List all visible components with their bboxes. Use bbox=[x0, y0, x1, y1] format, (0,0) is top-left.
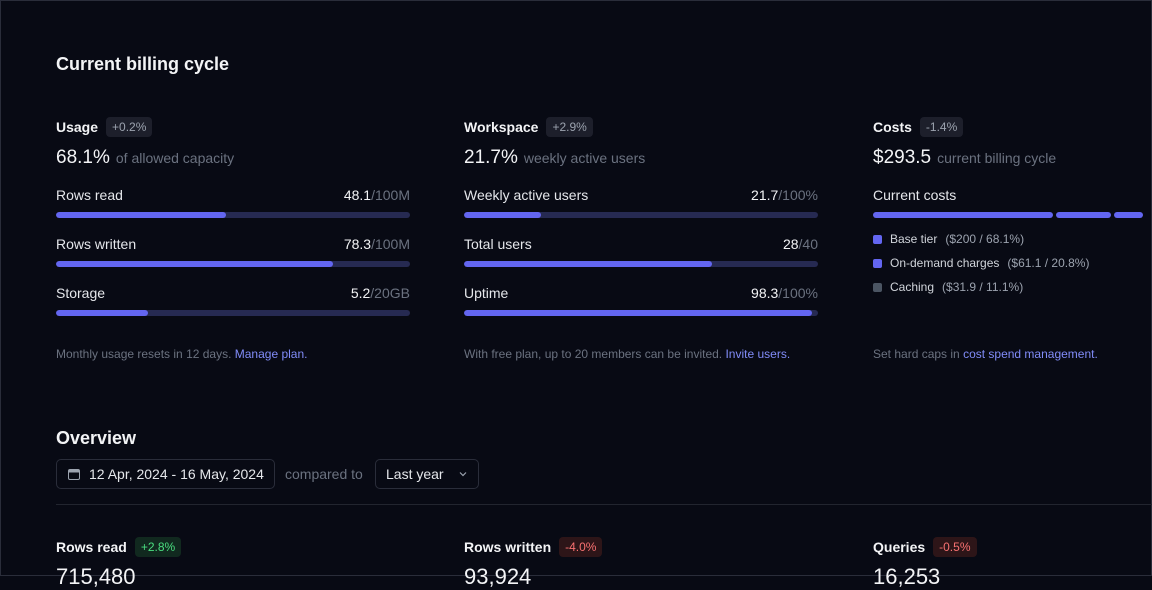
metric-row: Storage 5.2/20GB bbox=[56, 285, 410, 301]
stat-badge: +2.8% bbox=[134, 537, 182, 557]
legend-item: Caching ($31.9 / 11.1%) bbox=[873, 280, 1143, 294]
progress-fill bbox=[56, 212, 227, 218]
usage-value: 68.1% bbox=[56, 147, 110, 168]
metric-label: Rows read bbox=[56, 187, 123, 203]
workspace-title: Workspace bbox=[464, 119, 539, 135]
legend-label: Caching bbox=[890, 280, 935, 294]
workspace-footer: With free plan, up to 20 members can be … bbox=[464, 347, 790, 361]
costs-value: $293.5 bbox=[873, 147, 932, 168]
progress-bar bbox=[56, 212, 410, 218]
costs-title: Costs bbox=[873, 119, 912, 135]
stat-header: Queries -0.5% bbox=[873, 537, 977, 557]
metric-label: Uptime bbox=[464, 285, 509, 301]
cost-segment bbox=[1113, 212, 1143, 218]
workspace-footer-text: With free plan, up to 20 members can be … bbox=[464, 347, 726, 361]
chevron-down-icon bbox=[459, 472, 467, 477]
progress-fill bbox=[464, 261, 712, 267]
progress-bar bbox=[464, 310, 818, 316]
costs-card: Costs -1.4% $293.5 current billing cycle C… bbox=[873, 117, 1143, 294]
costs-footer-text: Set hard caps in bbox=[873, 347, 964, 361]
progress-bar bbox=[56, 261, 410, 267]
manage-plan-link[interactable]: Manage plan. bbox=[234, 347, 308, 361]
metric-row: Rows read 48.1/100M bbox=[56, 187, 410, 203]
progress-fill bbox=[464, 310, 812, 316]
metric-value: 5.2/20GB bbox=[350, 285, 410, 301]
compared-to-label: compared to bbox=[285, 466, 363, 482]
legend-detail: ($61.1 / 20.8%) bbox=[1007, 256, 1090, 270]
date-range-value: 12 Apr, 2024 - 16 May, 2024 bbox=[89, 466, 264, 482]
section-title-billing: Current billing cycle bbox=[56, 54, 230, 74]
legend-label: Base tier bbox=[890, 232, 938, 246]
legend-item: On-demand charges ($61.1 / 20.8%) bbox=[873, 256, 1143, 270]
stat-value: 93,924 bbox=[464, 564, 532, 589]
stat-label: Queries bbox=[873, 539, 926, 555]
cost-segment bbox=[873, 212, 1053, 218]
metric-label: Rows written bbox=[56, 236, 137, 252]
workspace-caption: weekly active users bbox=[523, 150, 646, 166]
stat-header: Rows read +2.8% bbox=[56, 537, 182, 557]
metric-label: Total users bbox=[464, 236, 532, 252]
progress-fill bbox=[56, 261, 334, 267]
usage-footer: Monthly usage resets in 12 days. Manage … bbox=[56, 347, 308, 361]
costs-footer: Set hard caps in cost spend management. bbox=[873, 347, 1098, 361]
metric-row: Uptime 98.3/100% bbox=[464, 285, 818, 301]
workspace-value: 21.7% bbox=[464, 147, 518, 168]
metric-value: 78.3/100M bbox=[343, 236, 410, 252]
workspace-card: Workspace +2.9% 21.7% weekly active users … bbox=[464, 117, 818, 316]
legend-item: Base tier ($200 / 68.1%) bbox=[873, 232, 1143, 246]
legend-swatch bbox=[873, 282, 882, 292]
usage-card: Usage +0.2% 68.1% of allowed capacity Rows… bbox=[56, 117, 410, 316]
metric-value: 98.3/100% bbox=[751, 285, 818, 301]
progress-fill bbox=[56, 310, 149, 316]
costs-legend: Base tier ($200 / 68.1%) On-demand charges… bbox=[873, 232, 1143, 294]
usage-title: Usage bbox=[56, 119, 99, 135]
legend-detail: ($31.9 / 11.1%) bbox=[942, 280, 1024, 294]
cost-spend-management-link[interactable]: cost spend management. bbox=[963, 347, 1098, 361]
legend-swatch bbox=[873, 234, 882, 244]
section-title-overview: Overview bbox=[56, 428, 137, 448]
stat-value: 16,253 bbox=[873, 564, 941, 589]
legend-label: On-demand charges bbox=[890, 256, 1000, 270]
usage-caption: of allowed capacity bbox=[115, 150, 235, 166]
metric-row: Total users 28/40 bbox=[464, 236, 818, 252]
metric-value: 21.7/100% bbox=[751, 187, 818, 203]
calendar-icon bbox=[68, 469, 80, 480]
costs-bar bbox=[873, 212, 1143, 218]
metric-label: Storage bbox=[56, 285, 106, 301]
stat-value: 715,480 bbox=[56, 564, 136, 589]
divider bbox=[56, 504, 1152, 505]
compare-period-select[interactable]: Last year bbox=[375, 459, 479, 489]
stat-badge: -4.0% bbox=[559, 537, 603, 557]
progress-bar bbox=[464, 212, 818, 218]
cost-segment bbox=[1055, 212, 1111, 218]
stat-label: Rows read bbox=[56, 539, 127, 555]
metric-value: 48.1/100M bbox=[343, 187, 410, 203]
compare-period-value: Last year bbox=[386, 466, 444, 482]
stat-badge: -0.5% bbox=[933, 537, 977, 557]
date-range-picker[interactable]: 12 Apr, 2024 - 16 May, 2024 bbox=[56, 459, 275, 489]
metric-value: 28/40 bbox=[782, 236, 818, 252]
stat-header: Rows written -4.0% bbox=[464, 537, 603, 557]
workspace-badge: +2.9% bbox=[546, 117, 593, 137]
invite-users-link[interactable]: Invite users. bbox=[725, 347, 791, 361]
usage-badge: +0.2% bbox=[106, 117, 153, 137]
stat-label: Rows written bbox=[464, 539, 552, 555]
metric-row: Weekly active users 21.7/100% bbox=[464, 187, 818, 203]
legend-detail: ($200 / 68.1%) bbox=[945, 232, 1025, 246]
costs-caption: current billing cycle bbox=[937, 150, 1057, 166]
progress-bar bbox=[464, 261, 818, 267]
costs-badge: -1.4% bbox=[919, 117, 964, 137]
progress-bar bbox=[56, 310, 410, 316]
usage-footer-text: Monthly usage resets in 12 days. bbox=[56, 347, 235, 361]
metric-label: Weekly active users bbox=[464, 187, 589, 203]
progress-fill bbox=[464, 212, 541, 218]
legend-swatch bbox=[873, 258, 882, 268]
current-costs-label: Current costs bbox=[873, 187, 957, 203]
metric-row: Rows written 78.3/100M bbox=[56, 236, 410, 252]
